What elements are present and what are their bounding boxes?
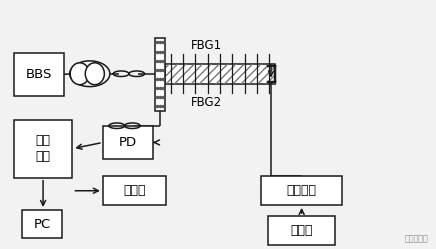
Text: BBS: BBS (26, 68, 52, 81)
Bar (14, 120, 72, 178)
Text: PD: PD (119, 136, 137, 149)
Bar (268, 216, 335, 245)
Ellipse shape (85, 63, 104, 85)
Bar (155, 38, 164, 111)
Text: 示波器: 示波器 (123, 184, 146, 197)
Text: PC: PC (34, 218, 51, 231)
Ellipse shape (70, 63, 89, 85)
Text: 信号源: 信号源 (290, 224, 313, 237)
Bar (103, 177, 166, 205)
Bar (14, 53, 64, 96)
Bar (103, 126, 153, 159)
Bar (22, 210, 61, 238)
Bar (164, 64, 276, 84)
Text: FBG2: FBG2 (191, 96, 222, 109)
Text: 放大
电路: 放大 电路 (36, 134, 51, 163)
Text: 电激振器: 电激振器 (286, 184, 317, 197)
Bar (164, 64, 276, 84)
Bar (262, 177, 342, 205)
Text: FBG1: FBG1 (191, 39, 222, 52)
Text: 传感器技术: 传感器技术 (405, 235, 429, 244)
